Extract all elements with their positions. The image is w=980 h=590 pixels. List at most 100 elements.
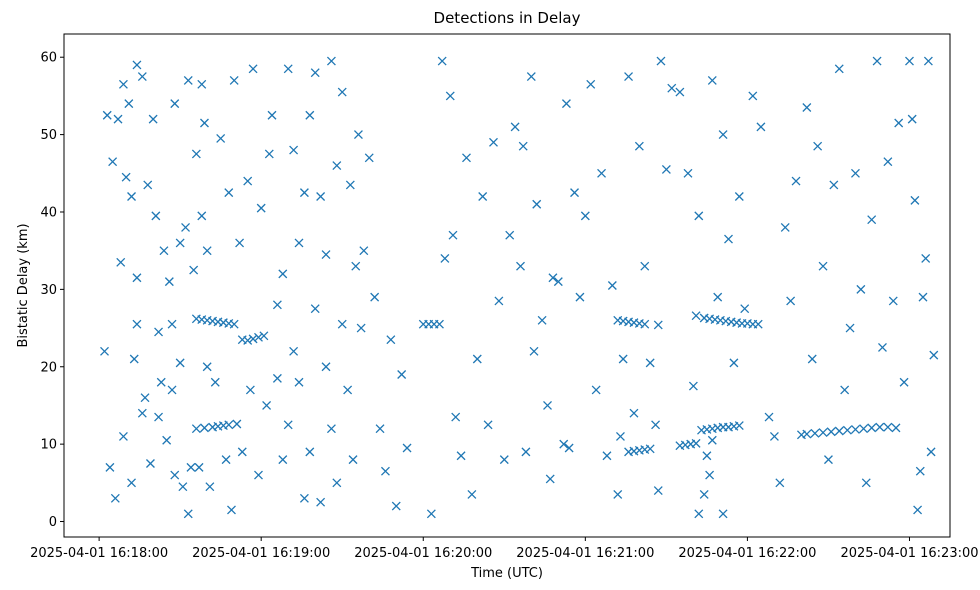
data-point [653,320,663,330]
data-point [656,56,666,66]
data-point [607,281,617,290]
x-tick-label: 2025-04-01 16:21:00 [516,546,654,561]
data-point [197,211,207,221]
data-point [154,412,164,422]
data-point [310,68,320,78]
data-point [718,509,728,519]
plot-frame [63,33,951,538]
data-point [872,56,882,66]
data-point [181,223,191,232]
data-point [186,462,196,472]
data-point [586,79,596,89]
data-point [499,455,509,465]
data-point [448,230,458,240]
data-point [397,370,407,379]
data-point [191,424,201,434]
data-point [918,292,928,302]
data-point [202,362,212,372]
data-point [462,153,471,163]
data-point [526,72,536,82]
data-point [326,424,336,434]
data-point [734,192,744,201]
data-point [683,168,693,178]
data-point [332,161,342,171]
data-point [278,455,288,465]
data-point [826,427,836,437]
data-point [769,431,779,441]
data-point [775,478,785,488]
data-point [245,385,255,395]
data-point [202,246,212,256]
data-point [175,358,185,368]
data-point [786,296,796,306]
data-point [921,253,931,263]
data-point [437,56,447,66]
data-point [440,253,450,263]
data-point [348,455,358,465]
x-tick-label: 2025-04-01 16:22:00 [678,546,816,561]
data-point [591,385,601,395]
data-point [294,238,304,248]
data-point [326,56,336,66]
data-point [175,238,185,248]
data-point [283,420,293,430]
data-point [807,354,817,364]
data-point [248,64,258,74]
data-point [580,211,590,221]
data-point [478,192,488,201]
data-point [702,451,712,461]
data-point [283,64,293,74]
y-tick-label: 0 [49,515,57,530]
data-point [299,493,309,503]
x-tick-label: 2025-04-01 16:18:00 [30,546,168,561]
data-point [559,439,569,449]
x-axis-label: Time (UTC) [470,566,543,581]
data-point [888,296,898,306]
data-point [764,412,774,422]
data-point [867,423,877,433]
data-point [618,354,628,364]
data-point [802,429,812,439]
data-point [602,451,612,461]
data-point [337,319,347,329]
data-point [272,300,282,310]
data-point [129,354,139,364]
data-point [200,423,209,433]
data-point [713,292,723,302]
data-point [267,110,277,120]
data-point [402,443,412,453]
data-point [248,334,258,344]
data-point [532,199,542,209]
data-point [321,250,331,260]
data-point [167,319,177,329]
data-point [913,505,923,515]
data-point [451,412,461,422]
data-point [321,362,331,372]
data-point [545,474,555,484]
data-point [694,509,704,519]
data-point [456,451,466,461]
data-point [229,75,239,85]
data-point [753,319,763,329]
data-point [845,323,855,333]
data-point [910,195,920,205]
y-tick-label: 30 [40,283,57,298]
data-point [118,79,128,89]
data-point [154,327,164,337]
data-point [661,164,671,174]
data-point [597,168,607,178]
data-point [516,261,525,271]
data-point [748,91,758,101]
data-point [675,87,685,97]
data-point [351,261,361,271]
data-point [729,358,739,368]
data-point [705,470,715,480]
data-point [915,466,925,476]
data-point [391,501,401,511]
data-point [289,346,299,356]
data-point [445,91,455,101]
data-point [640,261,650,271]
data-point [694,211,704,221]
data-point [148,114,158,124]
data-point [227,505,236,515]
